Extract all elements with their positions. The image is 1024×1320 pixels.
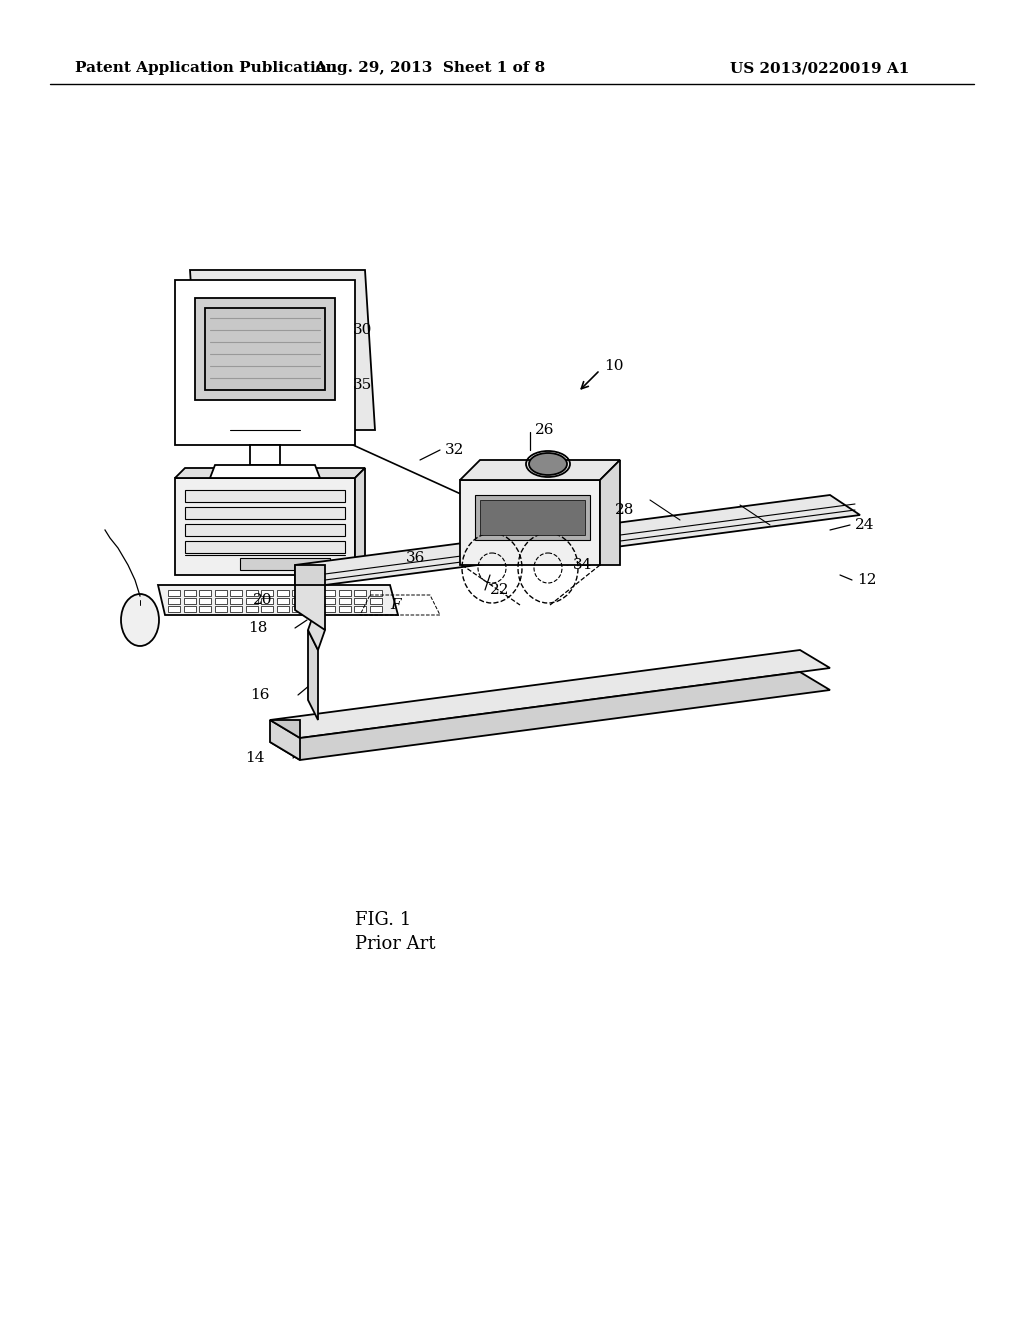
Text: 35: 35 [353, 378, 373, 392]
Polygon shape [199, 598, 211, 605]
Polygon shape [307, 590, 319, 597]
Text: 36: 36 [406, 550, 425, 565]
Polygon shape [246, 606, 257, 612]
Polygon shape [295, 565, 325, 630]
Polygon shape [168, 606, 180, 612]
Text: 12: 12 [857, 573, 877, 587]
Polygon shape [246, 590, 257, 597]
Polygon shape [175, 478, 355, 576]
Polygon shape [199, 590, 211, 597]
Polygon shape [276, 598, 289, 605]
Polygon shape [339, 598, 350, 605]
Polygon shape [214, 590, 226, 597]
Polygon shape [261, 606, 273, 612]
Polygon shape [270, 672, 830, 760]
Polygon shape [270, 649, 830, 738]
Polygon shape [292, 598, 304, 605]
Text: 32: 32 [445, 444, 464, 457]
Polygon shape [308, 610, 325, 649]
Polygon shape [168, 598, 180, 605]
Text: 22: 22 [490, 583, 510, 597]
Polygon shape [323, 598, 335, 605]
Text: US 2013/0220019 A1: US 2013/0220019 A1 [730, 61, 909, 75]
Polygon shape [480, 500, 585, 535]
Text: 10: 10 [604, 359, 624, 374]
Polygon shape [230, 598, 242, 605]
Polygon shape [175, 280, 355, 445]
Text: F: F [390, 598, 400, 612]
Polygon shape [308, 630, 318, 719]
Text: FIG. 1: FIG. 1 [355, 911, 412, 929]
Polygon shape [214, 606, 226, 612]
Polygon shape [370, 590, 382, 597]
Polygon shape [270, 719, 300, 760]
Polygon shape [230, 590, 242, 597]
Text: 14: 14 [246, 751, 265, 766]
Ellipse shape [121, 594, 159, 645]
Polygon shape [355, 469, 365, 576]
Polygon shape [295, 495, 860, 585]
Polygon shape [270, 719, 300, 738]
Polygon shape [276, 606, 289, 612]
Polygon shape [475, 495, 590, 540]
Polygon shape [276, 590, 289, 597]
Polygon shape [183, 590, 196, 597]
Text: Aug. 29, 2013  Sheet 1 of 8: Aug. 29, 2013 Sheet 1 of 8 [314, 61, 546, 75]
Polygon shape [205, 308, 325, 389]
Polygon shape [323, 606, 335, 612]
Polygon shape [370, 606, 382, 612]
Polygon shape [292, 606, 304, 612]
Polygon shape [195, 298, 335, 400]
Polygon shape [185, 541, 345, 553]
Text: 16: 16 [251, 688, 270, 702]
Polygon shape [214, 598, 226, 605]
Polygon shape [185, 507, 345, 519]
Text: 18: 18 [248, 620, 267, 635]
Text: 34: 34 [573, 558, 592, 572]
Polygon shape [185, 524, 345, 536]
Text: 30: 30 [353, 323, 373, 337]
Polygon shape [354, 590, 366, 597]
Polygon shape [261, 598, 273, 605]
Polygon shape [354, 598, 366, 605]
Polygon shape [261, 590, 273, 597]
Text: 26: 26 [535, 422, 555, 437]
Polygon shape [339, 590, 350, 597]
Polygon shape [250, 445, 280, 465]
Polygon shape [190, 271, 375, 430]
Polygon shape [600, 459, 620, 565]
Polygon shape [460, 480, 600, 565]
Polygon shape [370, 598, 382, 605]
Polygon shape [199, 606, 211, 612]
Text: 28: 28 [615, 503, 635, 517]
Text: Patent Application Publication: Patent Application Publication [75, 61, 337, 75]
Polygon shape [354, 606, 366, 612]
Polygon shape [292, 590, 304, 597]
Polygon shape [230, 606, 242, 612]
Text: Prior Art: Prior Art [355, 935, 435, 953]
Polygon shape [183, 606, 196, 612]
Polygon shape [185, 490, 345, 502]
Polygon shape [210, 465, 319, 478]
Polygon shape [175, 469, 365, 478]
Polygon shape [339, 606, 350, 612]
Polygon shape [158, 585, 398, 615]
Text: 24: 24 [855, 517, 874, 532]
Polygon shape [295, 565, 325, 585]
Polygon shape [240, 558, 330, 570]
Polygon shape [307, 598, 319, 605]
Text: 20: 20 [253, 593, 272, 607]
Polygon shape [323, 590, 335, 597]
Polygon shape [460, 459, 620, 480]
Polygon shape [246, 598, 257, 605]
Polygon shape [183, 598, 196, 605]
Polygon shape [168, 590, 180, 597]
Ellipse shape [529, 453, 567, 475]
Polygon shape [307, 606, 319, 612]
